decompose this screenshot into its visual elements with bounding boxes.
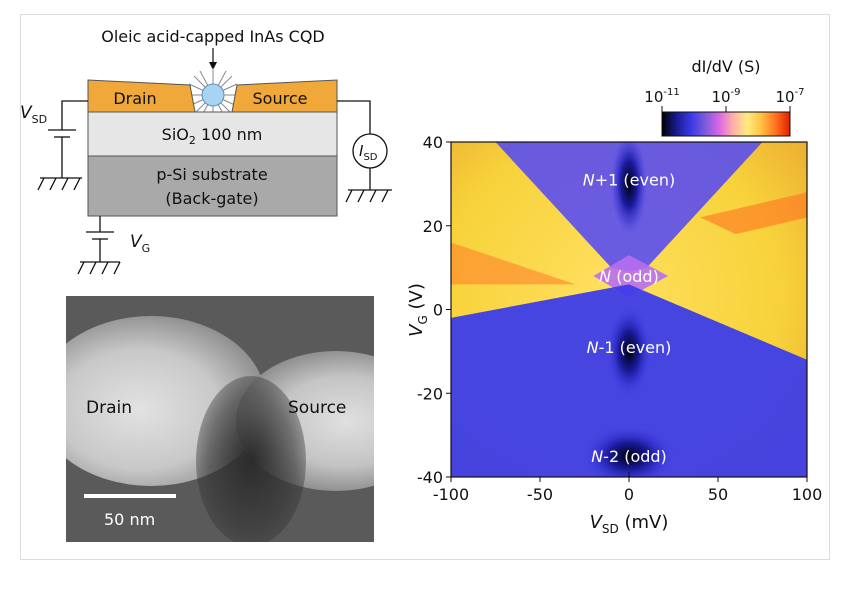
blockade-core-n-plus-1	[611, 142, 647, 234]
sem-drain-label: Drain	[86, 398, 132, 418]
isd-label: ISD	[359, 142, 378, 163]
drain-label: Drain	[113, 89, 156, 108]
isd-meter-circuit	[337, 100, 392, 203]
diamond-annotation: N-2 (odd)	[591, 447, 667, 466]
x-tick-label: -50	[527, 485, 553, 504]
y-tick-label: 20	[423, 217, 443, 236]
vg-label: VG	[130, 232, 150, 255]
blockade-core-n-minus-2	[584, 426, 674, 477]
x-tick-label: 0	[624, 485, 634, 504]
colorbar-tick-label: 10-11	[644, 87, 679, 106]
vsd-label: VSD	[20, 103, 47, 126]
y-axis-label: VG (V)	[406, 283, 430, 337]
substrate-label-1: p-Si substrate	[156, 165, 267, 184]
cqd-dot	[201, 83, 225, 107]
vsd-source-circuit	[37, 100, 88, 191]
band-right	[700, 192, 807, 235]
diamond-region-n	[593, 255, 669, 297]
diamond-annotation: N-1 (even)	[587, 338, 672, 357]
sem-image: Drain Source 50 nm	[66, 296, 374, 542]
colorbar-title: dI/dV (S)	[691, 57, 760, 76]
diamond-annotation: N (odd)	[599, 267, 659, 286]
y-tick-label: 40	[423, 133, 443, 152]
diamond-annotation: N+1 (even)	[583, 171, 675, 190]
substrate-label-2: (Back-gate)	[165, 189, 258, 208]
substrate-layer	[87, 155, 338, 217]
y-tick-label: -40	[417, 468, 443, 487]
band-left	[451, 242, 576, 285]
x-tick-label: 100	[792, 485, 823, 504]
cqd-label: Oleic acid-capped InAs CQD	[101, 27, 325, 46]
y-tick-label: 0	[433, 301, 443, 320]
y-tick-label: -20	[417, 384, 443, 403]
x-tick-label: 50	[708, 485, 728, 504]
sem-gap-shadow	[196, 376, 306, 542]
oxide-label: SiO2 100 nm	[162, 125, 263, 147]
heatmap-plot	[451, 142, 807, 477]
oxide-layer	[87, 111, 338, 157]
x-tick-label: -100	[433, 485, 469, 504]
scale-bar	[84, 494, 176, 498]
sem-source-label: Source	[288, 398, 347, 418]
cqd-arrowhead	[209, 62, 217, 70]
scale-bar-label: 50 nm	[104, 510, 156, 529]
colorbar	[661, 111, 791, 137]
colorbar-tick-label: 10-7	[775, 87, 804, 106]
x-axis-label: VSD (mV)	[590, 512, 669, 536]
vg-source-circuit	[77, 216, 121, 275]
blockade-core-n-minus-1	[607, 306, 651, 397]
source-label: Source	[253, 89, 308, 108]
colorbar-tick-label: 10-9	[711, 87, 740, 106]
